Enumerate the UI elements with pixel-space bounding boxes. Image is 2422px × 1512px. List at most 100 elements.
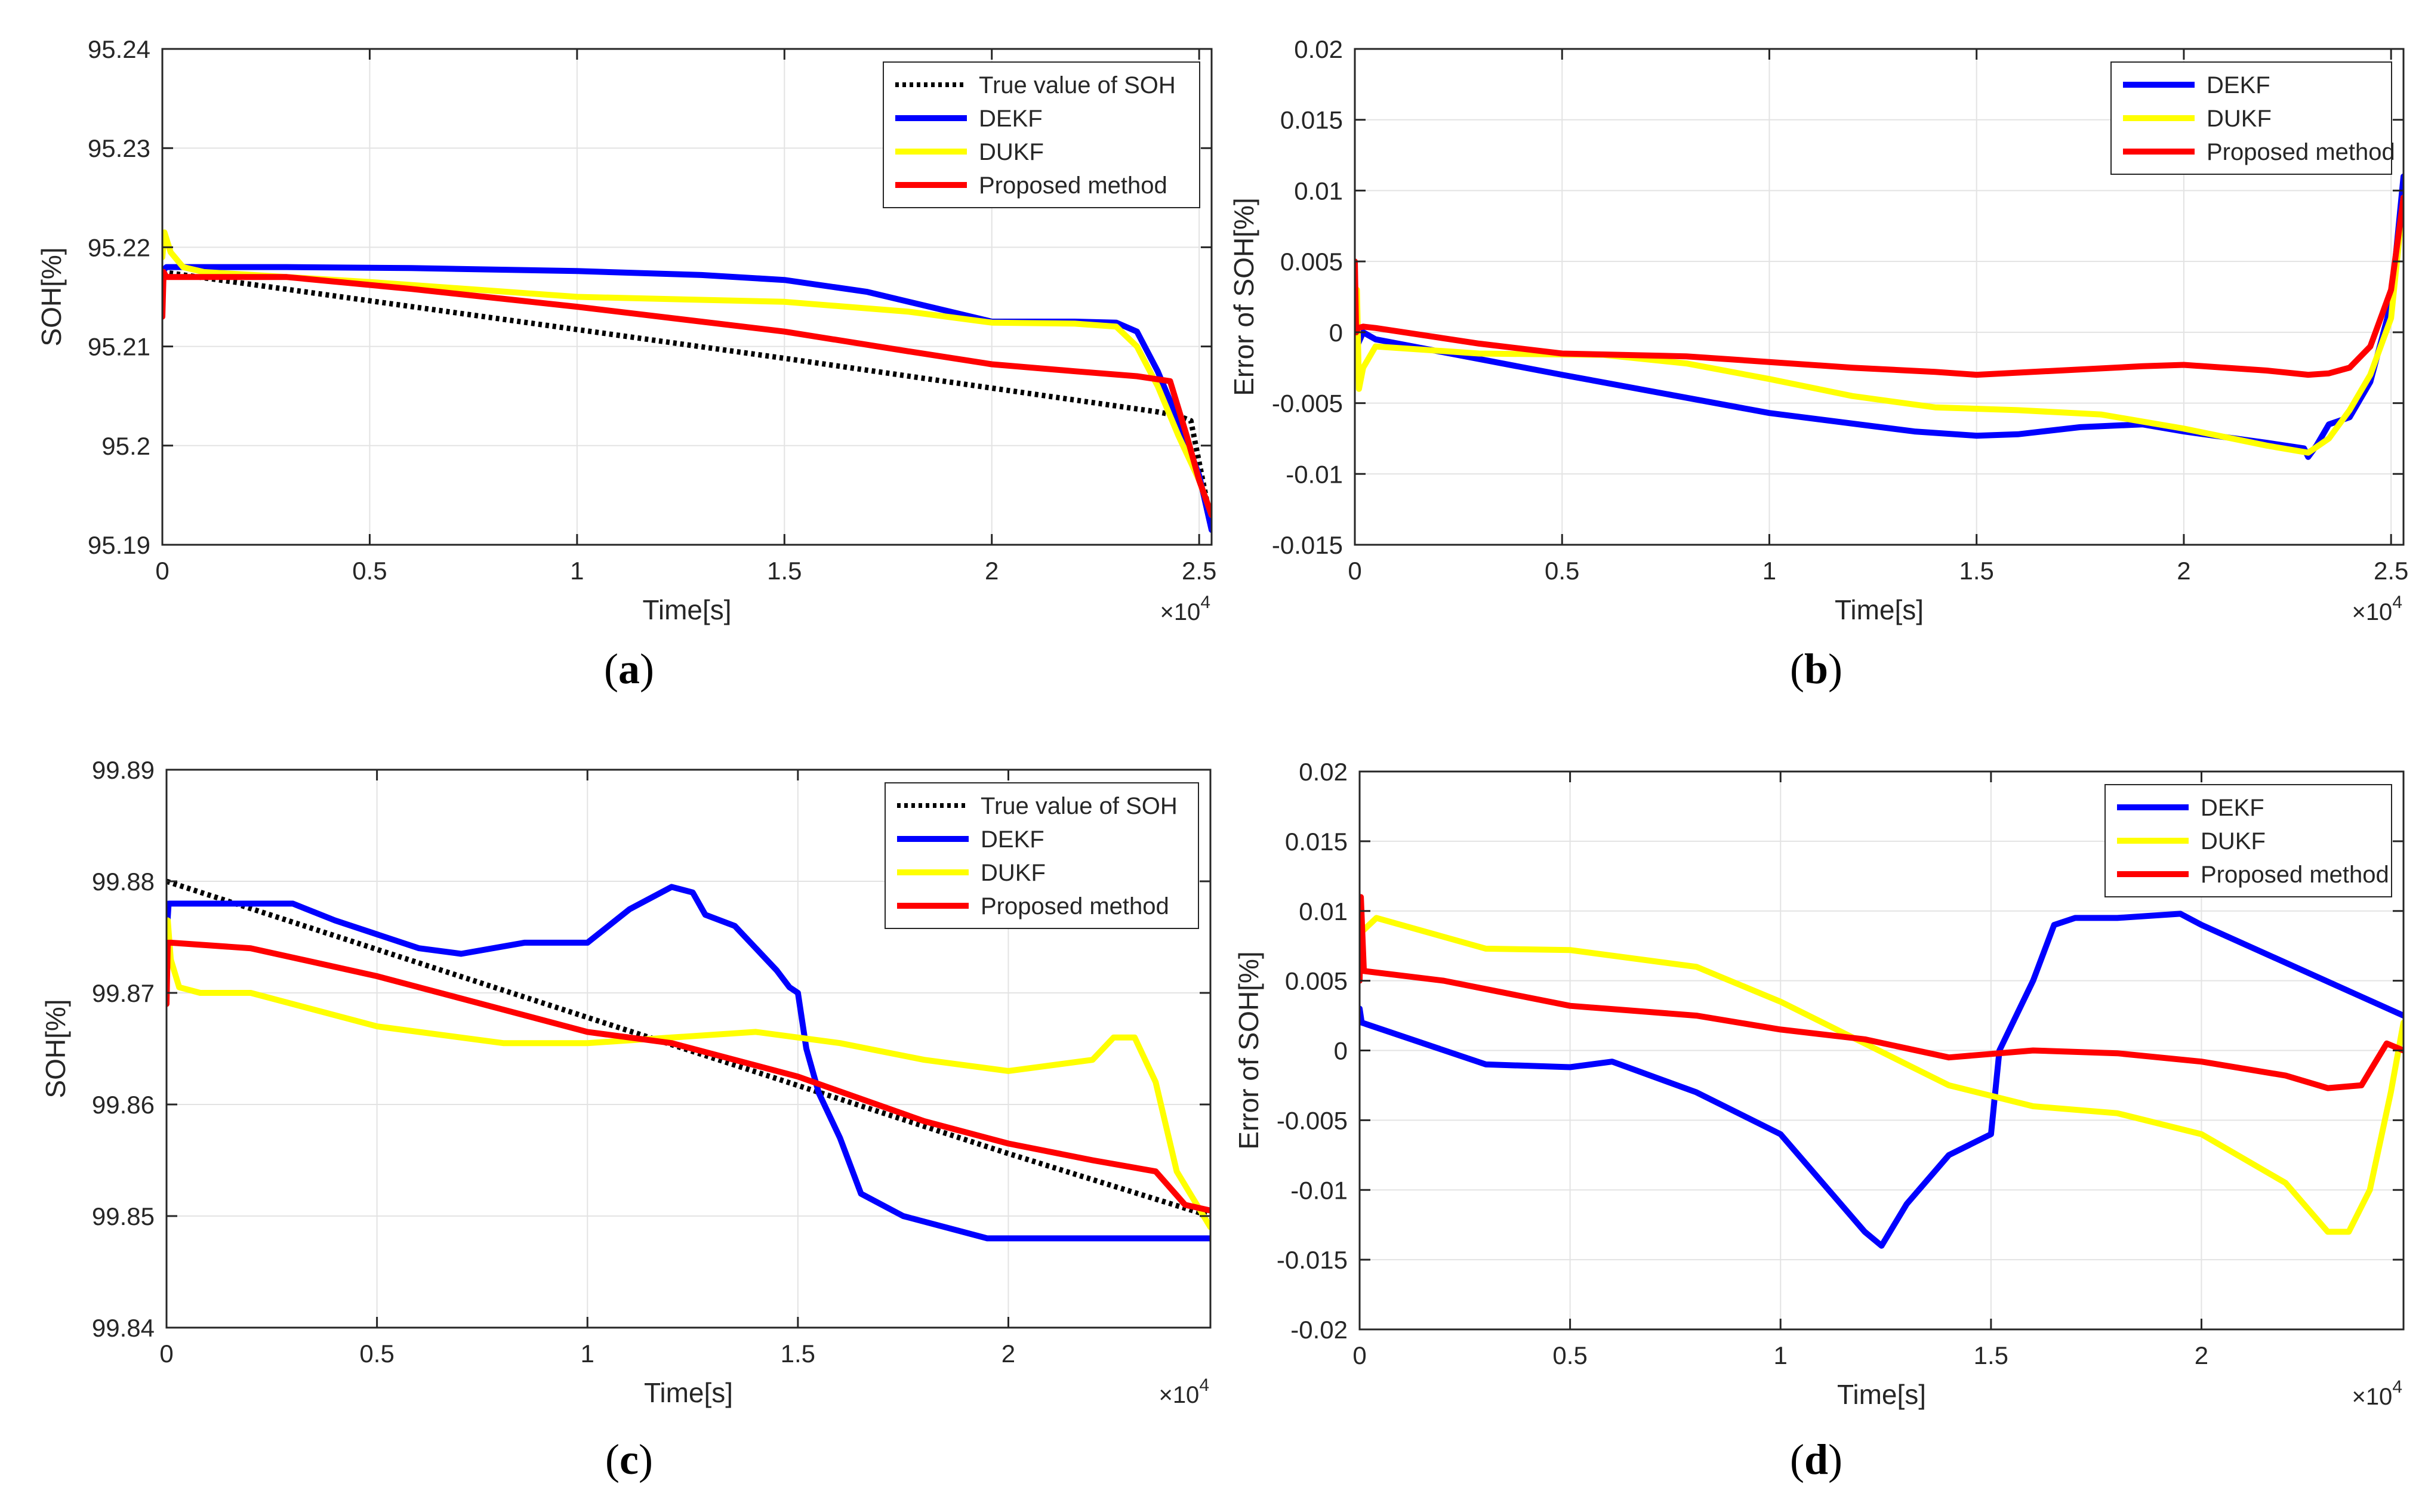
y-tick-label: 0.01 [1299, 897, 1348, 925]
x-tick-label: 0 [159, 1340, 173, 1368]
chart-panel-d: 0 0.5 1 1.5 2 -0.02 -0.015 -0.01 -0.005 0 0.005 0.0… [1233, 758, 2405, 1483]
y-axis-label: SOH[%] [36, 247, 67, 346]
legend: True value of SOH DEKF DUKF Proposed method [883, 61, 1200, 208]
series-line-proposed [162, 269, 1212, 519]
y-tick-label: 95.22 [88, 233, 150, 261]
legend-label-dekf: DEKF [981, 826, 1044, 853]
x-exponent-power: 4 [1200, 593, 1210, 612]
x-exponent-base: ×10 [1158, 1382, 1199, 1408]
x-exponent-label: ×104 [2352, 593, 2402, 625]
x-exponent-label: ×104 [1158, 1375, 1209, 1408]
panel-caption: (a) [604, 645, 654, 693]
y-tick-label: 0 [1329, 319, 1343, 347]
series-group [1355, 173, 2403, 460]
caption-paren-open: ( [1790, 645, 1804, 693]
y-tick-label: 0 [1334, 1037, 1348, 1065]
series-line-proposed [167, 939, 1210, 1214]
y-tick-label: 99.85 [92, 1202, 155, 1230]
y-tick-label: 0.015 [1285, 828, 1348, 856]
axes-box [161, 48, 1213, 546]
x-tick-label: 2 [985, 557, 999, 585]
caption-letter: b [1804, 645, 1828, 693]
x-tick-label: 0.5 [1545, 557, 1579, 585]
y-tick-label: 95.23 [88, 134, 150, 162]
caption-paren-close: ) [640, 645, 654, 693]
y-tick-label: -0.005 [1272, 390, 1343, 418]
x-tick-label: 1.5 [1974, 1341, 2008, 1369]
x-tick-label: 1 [581, 1340, 594, 1368]
axes-box [1354, 48, 2405, 546]
x-axis-label: Time[s] [642, 594, 731, 625]
x-tick-label: 1 [570, 557, 584, 585]
x-tick-label: 2 [2195, 1341, 2208, 1369]
legend-label-dukf: DUKF [2201, 828, 2266, 854]
series-line-dukf [1360, 915, 2403, 1235]
x-exponent-base: ×10 [2352, 1384, 2392, 1410]
y-tick-label: -0.015 [1277, 1246, 1348, 1274]
y-tick-label: 95.19 [88, 531, 150, 559]
y-tick-label: 0.01 [1294, 177, 1343, 205]
x-tick-label: 2.5 [1182, 557, 1216, 585]
y-tick-label: -0.02 [1290, 1316, 1348, 1344]
x-tick-label: 1.5 [781, 1340, 815, 1368]
x-tick-label: 1 [1774, 1341, 1788, 1369]
panel-caption: (b) [1790, 645, 1842, 693]
x-tick-label: 0 [1348, 557, 1361, 585]
x-tick-label: 1 [1762, 557, 1776, 585]
x-exponent-base: ×10 [2352, 599, 2392, 625]
legend: DEKF DUKF Proposed method [2104, 784, 2392, 897]
series-group [167, 878, 1210, 1242]
legend-label-proposed: Proposed method [979, 172, 1167, 199]
y-tick-label: 95.24 [88, 35, 150, 63]
y-tick-label: -0.01 [1290, 1176, 1348, 1204]
x-exponent-power: 4 [2392, 1377, 2402, 1397]
x-tick-label: 2 [1002, 1340, 1015, 1368]
series-line-dekf [167, 884, 1210, 1242]
y-tick-label: 0.005 [1280, 248, 1343, 276]
caption-letter: c [620, 1436, 639, 1483]
x-tick-label: 0 [1352, 1341, 1366, 1369]
caption-paren-open: ( [604, 645, 618, 693]
legend-label-dukf: DUKF [979, 139, 1044, 165]
y-tick-label: 0.015 [1280, 106, 1343, 134]
y-axis-label: Error of SOH[%] [1228, 198, 1259, 396]
y-tick-label: 0.02 [1294, 35, 1343, 63]
y-tick-label: 0.005 [1285, 967, 1348, 995]
x-tick-label: 1.5 [767, 557, 802, 585]
x-tick-label: 2.5 [2374, 557, 2408, 585]
series-line-dukf [162, 229, 1212, 519]
caption-paren-open: ( [1790, 1436, 1804, 1483]
x-tick-label: 0.5 [359, 1340, 394, 1368]
y-tick-label: 99.86 [92, 1091, 155, 1119]
series-line-dukf [167, 917, 1210, 1230]
x-exponent-power: 4 [1199, 1375, 1209, 1395]
legend-label-proposed: Proposed method [2207, 139, 2395, 165]
legend-label-dekf: DEKF [2207, 72, 2270, 98]
x-tick-label: 0.5 [352, 557, 387, 585]
series-line-proposed [1355, 195, 2403, 378]
legend-label-dukf: DUKF [2207, 106, 2272, 132]
axes-box [165, 769, 1212, 1329]
y-tick-label: -0.015 [1272, 531, 1343, 559]
x-tick-label: 0 [155, 557, 169, 585]
panel-caption: (d) [1790, 1436, 1842, 1483]
caption-paren-close: ) [1828, 645, 1842, 693]
y-tick-label: -0.01 [1286, 460, 1343, 488]
x-tick-label: 1.5 [1959, 557, 1994, 585]
legend-label-dekf: DEKF [2201, 795, 2264, 821]
series-line-dukf [1355, 195, 2403, 456]
legend-label-true_soh: True value of SOH [981, 793, 1178, 819]
caption-paren-close: ) [1828, 1436, 1842, 1483]
panel-caption: (c) [605, 1436, 653, 1483]
y-tick-label: 99.89 [92, 756, 155, 784]
legend-label-dekf: DEKF [979, 106, 1043, 132]
y-tick-label: 99.84 [92, 1314, 155, 1342]
legend-label-true_soh: True value of SOH [979, 72, 1176, 98]
x-axis-label: Time[s] [1837, 1379, 1926, 1410]
legend-box [883, 61, 1200, 208]
y-tick-label: 99.88 [92, 868, 155, 896]
x-exponent-label: ×104 [2352, 1377, 2402, 1410]
y-tick-label: 99.87 [92, 979, 155, 1007]
x-axis-label: Time[s] [644, 1377, 733, 1408]
